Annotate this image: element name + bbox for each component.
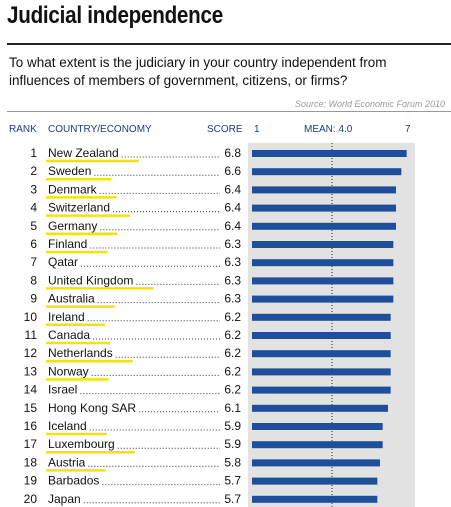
score-label: 6.1 xyxy=(224,401,241,415)
score-bar xyxy=(252,295,394,303)
score-bar xyxy=(252,222,396,230)
country-label: Barbados xyxy=(48,474,99,488)
country-label: Netherlands xyxy=(48,346,113,360)
score-label: 6.2 xyxy=(224,346,241,360)
survey-question: To what extent is the judiciary in your … xyxy=(9,55,387,88)
score-bar xyxy=(252,186,396,194)
scale-max-label: 7 xyxy=(405,124,411,135)
score-bar xyxy=(252,259,394,267)
country-label: Qatar xyxy=(48,255,78,269)
score-bar xyxy=(252,441,383,449)
rank-header: RANK xyxy=(9,124,37,135)
country-label: New Zealand xyxy=(48,146,119,160)
score-bar xyxy=(252,495,378,503)
score-bar xyxy=(252,423,383,430)
score-label: 5.9 xyxy=(224,437,241,451)
rank-label: 14 xyxy=(24,383,38,397)
score-label: 6.2 xyxy=(224,364,241,378)
chart-title: Judicial independence xyxy=(7,2,223,29)
country-label: Canada xyxy=(48,328,90,342)
score-label: 6.8 xyxy=(224,146,241,160)
country-label: Switzerland xyxy=(48,201,110,215)
country-label: Hong Kong SAR xyxy=(48,401,136,415)
score-bar xyxy=(252,150,407,157)
score-label: 6.3 xyxy=(224,255,241,269)
score-label: 6.4 xyxy=(224,182,241,196)
title-rule xyxy=(7,43,451,45)
score-label: 6.2 xyxy=(224,383,241,397)
score-label: 5.8 xyxy=(224,455,241,469)
country-header: COUNTRY/ECONOMY xyxy=(48,124,152,135)
rank-label: 8 xyxy=(30,273,37,287)
score-label: 6.3 xyxy=(224,273,241,287)
country-label: Australia xyxy=(48,292,95,306)
rank-label: 3 xyxy=(30,182,37,196)
rank-label: 4 xyxy=(30,201,37,215)
score-label: 5.9 xyxy=(224,419,241,433)
rank-label: 10 xyxy=(24,310,38,324)
rank-label: 12 xyxy=(24,346,38,360)
score-label: 6.2 xyxy=(224,328,241,342)
score-bar xyxy=(252,332,391,339)
score-bar xyxy=(252,277,394,285)
header-rule xyxy=(7,111,451,112)
score-label: 6.6 xyxy=(224,164,241,178)
score-bar xyxy=(252,386,391,394)
score-label: 6.4 xyxy=(224,219,241,233)
rank-label: 9 xyxy=(30,292,37,306)
rank-label: 18 xyxy=(24,455,38,469)
score-label: 5.7 xyxy=(224,492,241,506)
score-bar xyxy=(252,350,391,358)
country-label: Israel xyxy=(48,383,77,397)
score-bar xyxy=(252,204,396,212)
rank-label: 11 xyxy=(25,328,38,342)
score-label: 5.7 xyxy=(224,474,241,488)
score-bar xyxy=(252,459,380,467)
score-bar xyxy=(252,368,391,376)
score-bar xyxy=(252,477,378,485)
rank-label: 6 xyxy=(30,237,37,251)
score-label: 6.4 xyxy=(224,201,241,215)
score-header: SCORE xyxy=(207,124,243,135)
rank-label: 1 xyxy=(30,146,37,160)
country-label: Austria xyxy=(48,455,86,469)
rank-label: 19 xyxy=(24,474,38,488)
country-label: Iceland xyxy=(48,419,87,433)
score-bar xyxy=(252,404,388,412)
country-label: Sweden xyxy=(48,164,91,178)
country-label: Japan xyxy=(48,492,81,506)
rank-label: 13 xyxy=(24,364,38,378)
score-label: 6.3 xyxy=(224,292,241,306)
country-label: Germany xyxy=(48,219,97,233)
source-note: Source: World Economic Forum 2010 xyxy=(294,99,445,109)
score-bar xyxy=(252,241,394,248)
score-bar xyxy=(252,313,391,321)
rank-label: 2 xyxy=(30,164,37,178)
country-label: Ireland xyxy=(48,310,85,324)
country-label: Luxembourg xyxy=(48,437,115,451)
rank-label: 7 xyxy=(30,255,37,269)
rank-label: 17 xyxy=(24,437,38,451)
score-bar xyxy=(252,168,402,176)
rank-label: 5 xyxy=(30,219,37,233)
mean-label: MEAN: 4.0 xyxy=(304,124,353,135)
country-label: Denmark xyxy=(48,182,98,196)
rank-label: 15 xyxy=(24,401,38,415)
rank-label: 16 xyxy=(24,419,38,433)
rank-label: 20 xyxy=(24,492,38,506)
scale-min-label: 1 xyxy=(254,124,260,135)
score-label: 6.3 xyxy=(224,237,241,251)
country-label: Norway xyxy=(48,364,89,378)
country-label: Finland xyxy=(48,237,87,251)
country-label: United Kingdom xyxy=(48,273,133,287)
score-label: 6.2 xyxy=(224,310,241,324)
